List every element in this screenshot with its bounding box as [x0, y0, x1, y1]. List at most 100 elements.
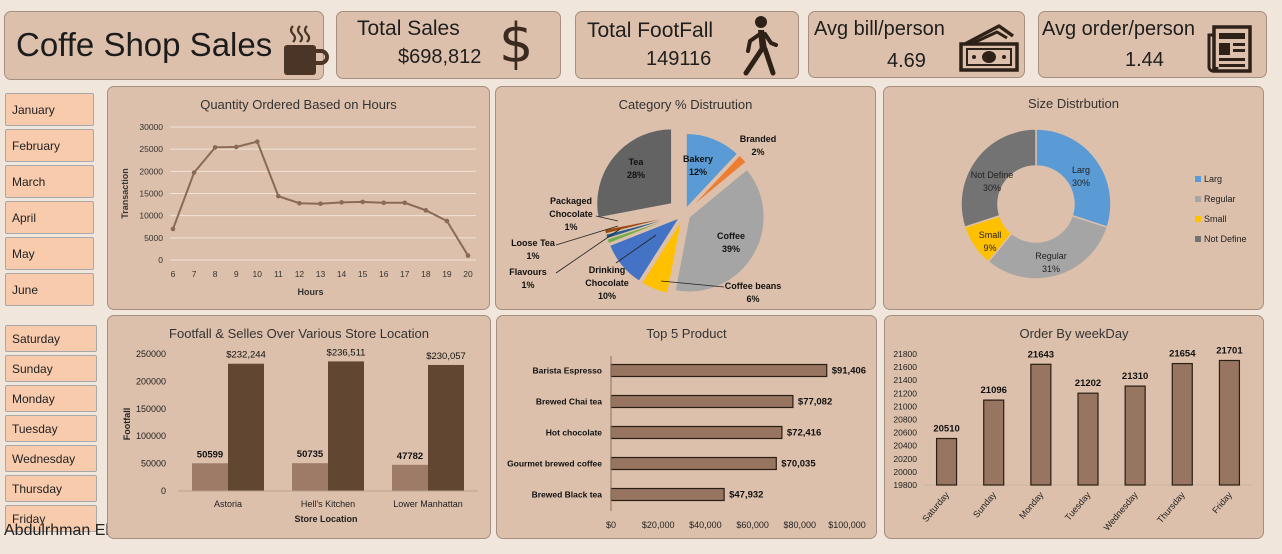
kpi-avg-order-label: Avg order/person [1042, 18, 1196, 40]
title-card: Coffe Shop Sales [4, 11, 329, 80]
data-point [360, 199, 365, 205]
slicer-day-tuesday[interactable]: Tuesday [5, 415, 97, 442]
slicer-month-february[interactable]: February [5, 129, 94, 162]
legend-swatch [1195, 176, 1201, 182]
legend-swatch [1195, 236, 1201, 242]
x-tick-label: 7 [192, 269, 197, 279]
weekday-bar [935, 437, 958, 486]
slicer-month-march[interactable]: March [5, 165, 94, 198]
slice-label: Tea 28% [627, 157, 645, 180]
donut-slice [960, 128, 1037, 229]
y-tick-label: 21800 [893, 349, 917, 359]
coffee-cup-icon [284, 25, 329, 75]
slice-label: Coffee 39% [717, 231, 745, 254]
x-tick-label: Tuesday [1063, 489, 1093, 522]
x-tick-label: 16 [379, 269, 389, 279]
slicer-day-thursday[interactable]: Thursday [5, 475, 97, 502]
slicer-day-saturday[interactable]: Saturday [5, 325, 97, 352]
kpi-avg-bill: Avg bill/person 4.69 [808, 11, 1025, 78]
x-tick-label: Monday [1017, 489, 1046, 520]
weekday-bar [983, 399, 1005, 486]
slice-label: Regular 31% [1035, 251, 1067, 274]
weekday-bar [1124, 385, 1146, 486]
leader-line [660, 280, 725, 288]
leader-line [555, 228, 621, 274]
size-chart-card: Size Distrbution Larg 30% Regular 31% Small 9… [883, 86, 1264, 310]
bar-label: 21096 [981, 385, 1007, 396]
donut-slice [987, 214, 1109, 280]
size-donut-chart: Larg 30% Regular 31% Small 9% Not Define 30% Lar… [960, 128, 1247, 280]
kpi-total-footfall-label: Total FootFall [587, 19, 714, 42]
x-tick-label: Thursday [1155, 489, 1187, 525]
slicer-day-sunday[interactable]: Sunday [5, 355, 97, 382]
x-tick-label: $60,000 [736, 520, 769, 530]
product-bar [610, 394, 794, 409]
kpi-total-footfall: Total FootFall 149116 [575, 11, 799, 79]
y-tick-label: 21200 [893, 388, 917, 398]
y-tick-label: 30000 [139, 122, 163, 132]
slice-label: Small 9% [979, 230, 1002, 253]
x-tick-label: Lower Manhattan [393, 499, 463, 509]
data-point [254, 139, 260, 144]
x-tick-label: 9 [234, 269, 239, 279]
slicer-month-january[interactable]: January [5, 93, 94, 126]
bar-label: 21654 [1169, 349, 1196, 360]
slicer-month-may[interactable]: May [5, 237, 94, 270]
slicer-day-friday[interactable]: Friday [5, 505, 97, 532]
slicer-month-april[interactable]: April [5, 201, 94, 234]
x-tick-label: 11 [274, 269, 283, 279]
bar-label: 21202 [1075, 378, 1101, 389]
y-tick-label: 21000 [893, 401, 917, 411]
bar-label: $72,416 [787, 428, 821, 439]
slicer-month-june[interactable]: June [5, 273, 94, 306]
pie-slice [608, 216, 681, 282]
y-tick-label: 20200 [893, 454, 917, 464]
bar-sales [428, 364, 464, 491]
x-tick-label: Sunday [971, 489, 999, 519]
bar-label: $236,511 [327, 347, 366, 358]
location-chart-title: Footfall & Selles Over Various Store Loc… [169, 326, 429, 341]
y-tick-label: 21600 [893, 362, 917, 372]
kpi-total-sales-label: Total Sales [357, 17, 460, 40]
pie-slice [685, 132, 739, 210]
hours-line-chart: 0 5000 10000 15000 20000 25000 30000 6 7 8 9 10 11 12… [120, 122, 476, 297]
x-tick-label: 14 [337, 269, 347, 279]
x-tick-label: 20 [463, 269, 473, 279]
legend-label: Small [1204, 214, 1227, 224]
slice-label: Bakery 12% [683, 154, 713, 177]
data-point [423, 208, 429, 213]
pie-slice [603, 214, 679, 235]
weekday-bar [1171, 362, 1193, 486]
product-bar [610, 363, 828, 378]
pie-slice [596, 128, 673, 219]
kpi-total-footfall-value: 149116 [646, 48, 712, 70]
slice-label: Not Define 30% [971, 170, 1014, 193]
data-point [402, 200, 408, 206]
category-chart-title: Category % Distruution [618, 97, 753, 112]
y-tick-label: Brewed Black tea [532, 490, 603, 500]
bar-footfall [292, 463, 328, 491]
kpi-total-sales-value: $698,812 [398, 46, 482, 68]
x-axis-label: Store Location [294, 514, 357, 524]
legend-swatch [1195, 196, 1201, 202]
weekday-bar [1030, 363, 1052, 486]
bar-label: $91,406 [832, 366, 866, 377]
bar-label: 47782 [397, 451, 423, 462]
y-tick-label: 5000 [144, 233, 163, 243]
y-tick-label: 0 [161, 486, 166, 496]
weekday-chart-card: Order By weekDay 19800 20000 20200 20400 206… [884, 315, 1264, 539]
cash-icon [959, 24, 1019, 72]
weekday-bar [1218, 359, 1241, 486]
legend-label: Regular [1204, 194, 1236, 204]
legend-swatch [1195, 216, 1201, 222]
slicer-day-monday[interactable]: Monday [5, 385, 97, 412]
slicer-day-wednesday[interactable]: Wednesday [5, 445, 97, 472]
pie-slice [640, 219, 683, 294]
x-tick-label: 13 [316, 269, 326, 279]
slice-label: Larg 30% [1072, 165, 1090, 188]
slice-label: Coffee beans 6% [725, 281, 782, 304]
hours-chart-card: Quantity Ordered Based on Hours 0 5000 100… [107, 86, 490, 310]
bar-label: 50735 [297, 449, 324, 460]
bar-label: $70,035 [781, 459, 816, 470]
leader-line [555, 225, 619, 246]
